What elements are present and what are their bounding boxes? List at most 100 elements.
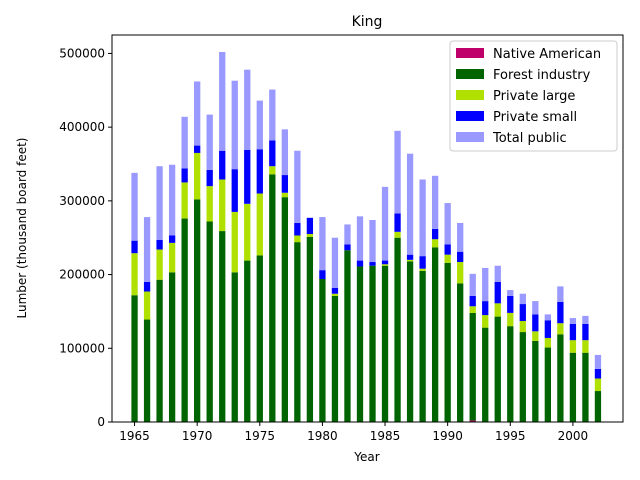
- bar-private-large-1981: [331, 293, 339, 296]
- bar-forest-industry-1978: [294, 242, 301, 422]
- bar-private-large-1975: [256, 193, 263, 256]
- bar-private-large-1976: [269, 166, 276, 175]
- bar-total-public-1988: [419, 179, 426, 257]
- bar-private-large-1970: [194, 152, 201, 200]
- bar-private-small-1998: [544, 320, 551, 338]
- bar-private-large-1998: [544, 337, 551, 348]
- bar-forest-industry-1970: [194, 199, 201, 422]
- bar-private-small-1977: [281, 175, 288, 193]
- bar-private-small-1984: [369, 262, 376, 266]
- bar-private-large-1999: [557, 323, 564, 335]
- bar-private-small-1980: [319, 270, 326, 279]
- bar-private-large-1988: [419, 268, 426, 271]
- bar-total-public-1997: [532, 301, 539, 315]
- bar-private-small-2000: [569, 323, 577, 341]
- bar-total-public-1987: [406, 153, 414, 255]
- bar-total-public-1998: [544, 314, 551, 321]
- bar-private-small-1971: [206, 169, 213, 187]
- bar-private-large-1985: [381, 264, 389, 266]
- bar-private-large-1993: [482, 315, 489, 328]
- bar-forest-industry-1996: [519, 332, 526, 422]
- bar-forest-industry-1999: [557, 334, 564, 422]
- bar-total-public-1982: [344, 224, 351, 245]
- bar-private-small-1978: [294, 222, 301, 236]
- bar-total-public-1991: [457, 222, 464, 252]
- bar-forest-industry-1982: [344, 250, 351, 422]
- bar-forest-industry-1966: [143, 319, 151, 422]
- bar-private-small-1967: [156, 239, 163, 250]
- bar-total-public-1993: [482, 267, 489, 302]
- legend-label-native-american: Native American: [493, 47, 601, 62]
- x-axis-ticks: 1965 1970 1975 1980 1985 1990 1995 2000: [119, 422, 588, 443]
- bar-forest-industry-1975: [256, 255, 263, 422]
- y-tick-label: 200000: [59, 268, 105, 282]
- bar-private-small-1994: [494, 281, 501, 304]
- bar-private-large-1997: [532, 331, 539, 341]
- y-tick-label: 500000: [59, 46, 105, 60]
- bar-private-small-1992: [469, 295, 476, 307]
- bar-private-large-1967: [156, 249, 163, 280]
- bar-forest-industry-1976: [269, 174, 276, 422]
- bar-private-small-1997: [532, 314, 539, 332]
- bar-private-large-1987: [406, 259, 414, 262]
- x-tick-label: 1985: [370, 429, 401, 443]
- bar-forest-industry-1977: [281, 197, 288, 422]
- bar-forest-industry-1993: [482, 327, 489, 422]
- bar-private-small-1995: [507, 295, 514, 313]
- bar-total-public-1980: [319, 217, 326, 271]
- x-tick-label: 1990: [432, 429, 463, 443]
- bar-private-large-1990: [444, 254, 451, 263]
- bar-private-large-1979: [306, 234, 314, 237]
- legend-label-private-large: Private large: [493, 89, 575, 104]
- bar-private-small-1999: [557, 301, 564, 324]
- bar-private-large-1968: [168, 242, 176, 273]
- bar-private-large-1994: [494, 303, 501, 317]
- bar-private-large-1978: [294, 235, 301, 243]
- bar-forest-industry-1984: [369, 265, 376, 422]
- bar-total-public-1968: [168, 164, 176, 236]
- bar-total-public-1986: [394, 130, 401, 214]
- bar-private-small-1965: [131, 240, 138, 254]
- legend-swatch-native-american: [456, 48, 484, 58]
- bar-private-large-1989: [431, 239, 439, 248]
- bar-total-public-1972: [219, 51, 226, 151]
- bar-private-large-1992: [469, 306, 476, 313]
- bar-forest-industry-2002: [594, 391, 602, 422]
- chart-title: King: [352, 14, 383, 30]
- bar-native-american-1992: [469, 420, 476, 422]
- y-axis-label: Lumber (thousand board feet): [15, 138, 29, 319]
- bar-total-public-2000: [569, 318, 577, 324]
- bar-private-small-2002: [594, 368, 602, 379]
- bar-private-small-1972: [219, 150, 226, 180]
- x-tick-label: 1980: [307, 429, 338, 443]
- bar-private-small-1988: [419, 256, 426, 269]
- bar-private-large-1969: [181, 182, 188, 219]
- bar-forest-industry-1965: [131, 295, 138, 422]
- x-tick-label: 1965: [119, 429, 150, 443]
- bar-total-public-1996: [519, 293, 526, 305]
- legend-swatch-forest-industry: [456, 69, 484, 79]
- bar-private-small-1982: [344, 244, 351, 251]
- x-axis-label: Year: [353, 450, 379, 464]
- bar-private-small-1966: [143, 281, 151, 292]
- bar-total-public-2001: [582, 315, 589, 324]
- legend-label-total-public: Total public: [492, 131, 567, 146]
- bar-forest-industry-1987: [406, 261, 414, 422]
- x-tick-label: 1975: [245, 429, 276, 443]
- bar-forest-industry-1998: [544, 347, 551, 422]
- bar-total-public-1965: [131, 172, 138, 241]
- bar-private-large-1965: [131, 253, 138, 296]
- legend-label-forest-industry: Forest industry: [493, 68, 591, 83]
- bar-forest-industry-1971: [206, 221, 213, 422]
- bar-private-small-1985: [381, 260, 389, 265]
- bar-private-small-1976: [269, 140, 276, 167]
- y-tick-label: 0: [97, 415, 105, 429]
- bar-forest-industry-1986: [394, 237, 401, 422]
- bar-total-public-1990: [444, 203, 451, 245]
- bar-total-public-1989: [431, 175, 439, 229]
- bar-private-small-1983: [356, 260, 364, 267]
- bar-forest-industry-1980: [319, 278, 326, 422]
- bar-total-public-1967: [156, 166, 163, 240]
- bar-total-public-1984: [369, 220, 376, 263]
- y-axis-ticks: 0 100000 200000 300000 400000 500000: [59, 46, 112, 429]
